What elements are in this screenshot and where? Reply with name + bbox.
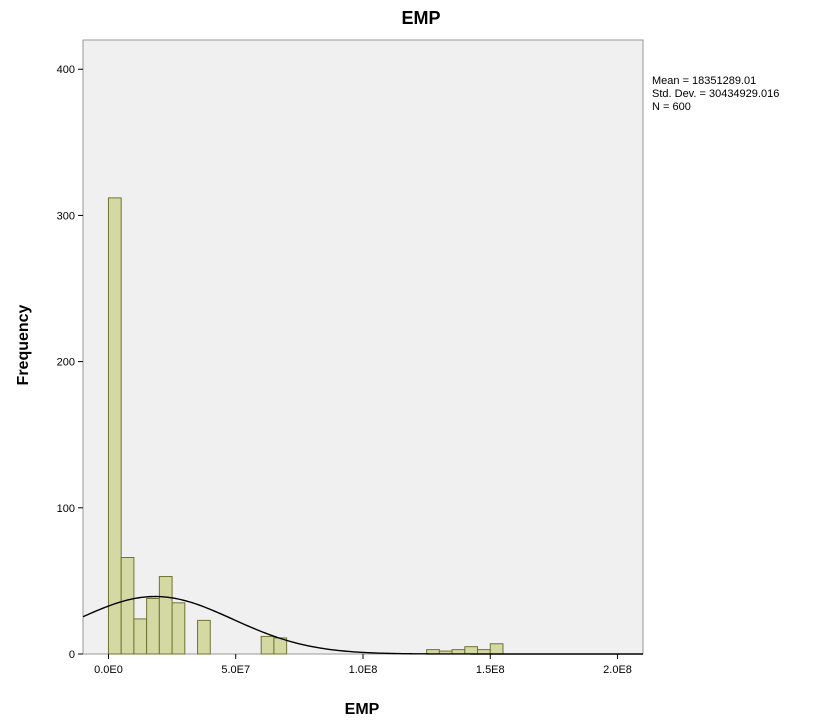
histogram-bar [107, 197, 122, 655]
histogram-bar [197, 619, 211, 655]
histogram-bar [464, 646, 479, 655]
y-tick-label: 400 [57, 64, 75, 76]
y-tick-label: 200 [57, 357, 75, 369]
y-axis: 0 100 200 300 400 [57, 64, 83, 661]
y-tick-label: 0 [69, 649, 75, 661]
x-tick-label: 2.0E8 [603, 664, 632, 676]
y-axis-label: Frequency [15, 304, 32, 385]
normal-curve [82, 595, 643, 655]
histogram-bar [120, 557, 135, 655]
histogram-bar [260, 635, 275, 655]
x-tick-label: 5.0E7 [221, 664, 250, 676]
bars-group [107, 197, 504, 655]
chart-title: EMP [401, 8, 440, 28]
histogram-bar [489, 643, 504, 655]
stat-n: N = 600 [652, 101, 691, 113]
histogram-bar [171, 602, 186, 655]
stat-mean: Mean = 18351289.01 [652, 75, 756, 87]
y-tick-label: 100 [57, 503, 75, 515]
plot-area [82, 39, 644, 655]
histogram-bar [133, 618, 148, 655]
x-tick-label: 1.0E8 [349, 664, 378, 676]
x-axis-label: EMP [345, 701, 380, 718]
histogram-bar [146, 597, 160, 655]
x-tick-label: 0.0E0 [94, 664, 123, 676]
stat-std-dev: Std. Dev. = 30434929.016 [652, 88, 779, 100]
x-axis: 0.0E0 5.0E7 1.0E8 1.5E8 2.0E8 [94, 654, 632, 676]
x-tick-label: 1.5E8 [476, 664, 505, 676]
histogram-bar [158, 576, 173, 655]
stats-box: Mean = 18351289.01 Std. Dev. = 30434929.… [652, 75, 779, 113]
y-tick-label: 300 [57, 210, 75, 222]
